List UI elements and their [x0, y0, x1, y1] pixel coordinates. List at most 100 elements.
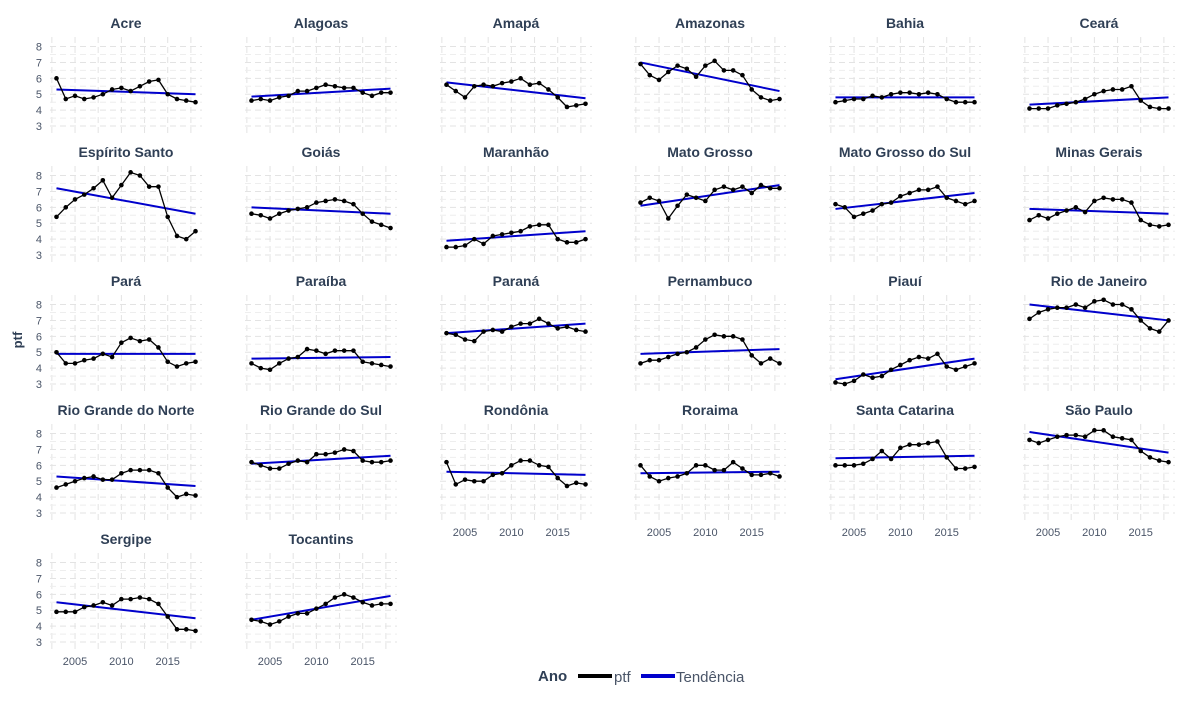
- ptf-data-point: [962, 201, 968, 207]
- ptf-data-point: [174, 364, 180, 369]
- y-tick-label: 5: [36, 347, 42, 359]
- ptf-data-point: [304, 346, 310, 352]
- ptf-data-point: [1119, 302, 1125, 307]
- ptf-data-point: [100, 178, 106, 183]
- ptf-data-point: [693, 74, 699, 80]
- trend-line: [835, 454, 975, 460]
- y-tick-label: 6: [36, 331, 42, 343]
- ptf-data-point: [314, 200, 319, 205]
- ptf-data-point: [842, 381, 848, 387]
- ptf-data-point: [332, 83, 338, 89]
- panel-title: Bahia: [886, 15, 924, 31]
- ptf-data-point: [972, 361, 977, 366]
- ptf-data-point: [953, 466, 959, 471]
- ptf-data-point: [767, 470, 773, 476]
- ptf-data-point: [128, 170, 133, 175]
- x-tick-label: 2005: [453, 527, 477, 539]
- y-tick-label: 8: [36, 300, 42, 312]
- ptf-data-point: [684, 349, 690, 355]
- ptf-data-point: [1147, 104, 1153, 110]
- ptf-data-point: [1156, 458, 1162, 463]
- ptf-data-point: [1110, 87, 1116, 92]
- ptf-data-point: [378, 362, 384, 368]
- ptf-data-point: [684, 66, 690, 72]
- y-tick-label: 5: [36, 476, 42, 488]
- y-tick-label: 6: [36, 202, 42, 214]
- ptf-series-line: [251, 448, 391, 470]
- panel-title: Espírito Santo: [79, 144, 174, 160]
- ptf-data-point: [1027, 316, 1032, 322]
- ptf-data-point: [369, 361, 375, 366]
- ptf-data-point: [314, 606, 319, 611]
- ptf-data-point: [156, 470, 161, 476]
- ptf-data-point: [1054, 103, 1060, 108]
- ptf-data-point: [183, 98, 189, 103]
- ptf-data-point: [638, 61, 643, 67]
- ptf-data-point: [369, 459, 375, 465]
- x-tick-label: 2015: [155, 656, 179, 668]
- trend-line: [640, 470, 780, 475]
- ptf-data-point: [777, 474, 782, 479]
- ptf-data-point: [758, 95, 764, 100]
- panel-mato-grosso-do-sul: Mato Grosso do Sul: [829, 144, 981, 263]
- ptf-series-line: [251, 198, 391, 229]
- ptf-data-point: [360, 90, 366, 95]
- panel-sao-paulo: São Paulo 2005 2010 2015: [1023, 402, 1175, 539]
- x-tick-label: 2005: [647, 527, 671, 539]
- ptf-data-point: [777, 185, 782, 191]
- ptf-data-point: [555, 95, 561, 100]
- ptf-data-point: [119, 85, 124, 91]
- ptf-data-point: [656, 198, 662, 204]
- ptf-data-point: [444, 82, 449, 88]
- panel-title: Pará: [111, 273, 142, 289]
- panel-title: Paraíba: [296, 273, 347, 289]
- ptf-data-point: [583, 236, 588, 242]
- ptf-data-point: [555, 326, 561, 331]
- panel-bahia: Bahia: [829, 15, 981, 134]
- ptf-data-point: [249, 211, 254, 217]
- ptf-data-point: [656, 77, 662, 83]
- ptf-data-point: [675, 474, 680, 479]
- ptf-data-point: [1110, 197, 1116, 202]
- x-tick-label: 2015: [545, 527, 569, 539]
- ptf-data-point: [665, 216, 671, 221]
- ptf-data-point: [935, 184, 940, 189]
- ptf-data-point: [100, 91, 106, 97]
- ptf-data-point: [712, 58, 717, 64]
- y-tick-label: 6: [36, 460, 42, 472]
- ptf-data-point: [100, 599, 106, 605]
- ptf-data-point: [174, 627, 180, 632]
- ptf-data-point: [369, 219, 375, 224]
- panel-alagoas: Alagoas: [245, 15, 397, 134]
- trend-line: [1029, 96, 1169, 106]
- ptf-data-point: [378, 222, 384, 228]
- ptf-data-point: [388, 601, 393, 607]
- panel-title: Alagoas: [294, 15, 349, 31]
- ptf-data-point: [1064, 305, 1069, 311]
- ptf-data-point: [388, 225, 393, 231]
- ptf-data-point: [54, 76, 59, 81]
- x-tick-label: 2005: [258, 656, 282, 668]
- ptf-data-point: [351, 595, 356, 600]
- ptf-data-point: [1101, 428, 1106, 433]
- ptf-data-point: [109, 195, 115, 201]
- panel-paraiba: Paraíba: [245, 273, 397, 392]
- x-tick-label: 2015: [1128, 527, 1152, 539]
- ptf-data-point: [481, 241, 486, 247]
- ptf-data-point: [647, 72, 653, 78]
- ptf-data-point: [91, 356, 96, 361]
- ptf-data-point: [972, 464, 977, 470]
- ptf-data-point: [851, 463, 857, 468]
- ptf-data-point: [128, 335, 133, 341]
- ptf-data-point: [749, 353, 755, 358]
- trend-line: [251, 356, 391, 360]
- ptf-data-point: [1027, 217, 1032, 223]
- y-axis-label: ptf: [10, 331, 25, 348]
- ptf-data-point: [137, 173, 143, 178]
- panel-sergipe: Sergipe 3 4 5 6 7 8 2005 2010 2015: [36, 531, 202, 668]
- ptf-data-point: [1156, 224, 1162, 229]
- ptf-data-point: [740, 466, 745, 471]
- ptf-data-point: [1036, 440, 1042, 446]
- ptf-data-point: [935, 351, 940, 357]
- legend-title: Ano: [538, 668, 567, 685]
